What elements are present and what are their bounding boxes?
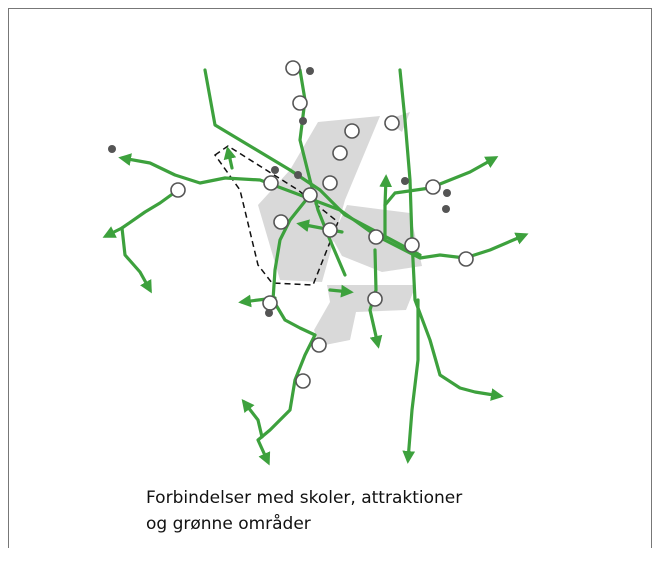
caption-line: og grønne områder: [146, 513, 311, 534]
frame: [8, 8, 652, 548]
caption-line: Forbindelser med skoler, attraktioner: [146, 488, 462, 508]
schools: [170, 60, 474, 389]
routes: [102, 68, 529, 466]
attractions: [108, 67, 451, 317]
dashed-boundary: [213, 145, 339, 286]
